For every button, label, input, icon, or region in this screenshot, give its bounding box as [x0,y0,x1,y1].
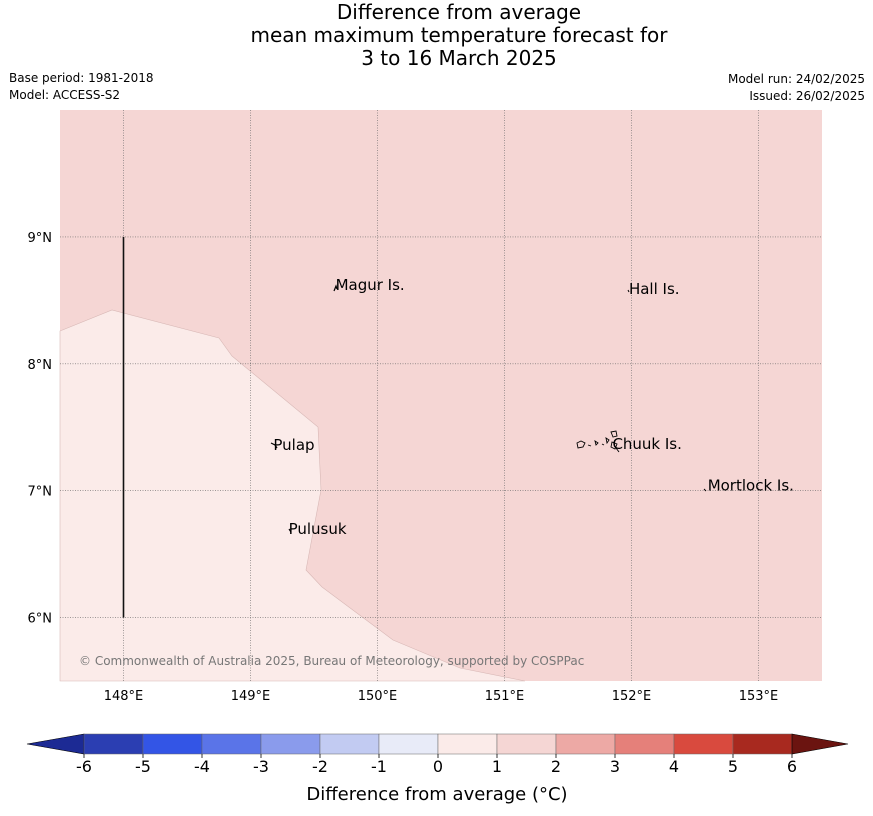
pulap-island [270,442,278,449]
place-label: Pulusuk [289,520,347,538]
colorbar-low-extend [26,733,85,755]
colorbar-bin [201,733,262,755]
place-label: Chuuk Is. [612,435,681,453]
mortlock-island [703,488,707,492]
colorbar-tick-label: -5 [135,757,151,776]
info-left: Base period: 1981-2018 Model: ACCESS-S2 [9,70,154,104]
place-label: Hall Is. [629,280,680,298]
chuuk-lagoon-islands [576,430,620,453]
colorbar-tick-label: 5 [728,757,738,776]
magur-island [333,284,338,292]
hall-island [627,289,630,293]
lat-tick-label: 9°N [28,231,53,246]
colorbar-tick-label: 6 [787,757,797,776]
anomaly-region-0-to-1 [59,309,526,682]
colorbar-tick-label: 1 [492,757,502,776]
lat-tick-label: 6°N [28,612,53,627]
colorbar-bin [260,733,321,755]
lon-tick-label: 151°E [485,689,525,704]
colorbar-label: Difference from average (°C) [306,784,567,805]
lon-tick-label: 148°E [104,689,144,704]
place-label: Pulap [273,436,314,454]
colorbar-tick-label: -4 [194,757,210,776]
copyright-notice: © Commonwealth of Australia 2025, Bureau… [79,654,584,668]
colorbar-bin [437,733,498,755]
lon-tick-label: 150°E [358,689,398,704]
colorbar: -6 -5 -4 -3 -2 -1 0 1 2 3 4 5 6 Difference from avera… [26,733,849,805]
colorbar-high-extend [791,733,849,755]
latitude-tick-labels: 9°N 8°N 7°N 6°N [28,231,53,627]
chart-title: Difference from average mean maximum tem… [0,0,873,70]
colorbar-tick-label: 3 [610,757,620,776]
lon-tick-label: 149°E [231,689,271,704]
colorbar-bin [673,733,734,755]
title-line-2: mean maximum temperature forecast for [250,23,668,47]
lat-tick-label: 7°N [28,485,53,500]
colorbar-tick-label: -6 [76,757,92,776]
colorbar-bin [614,733,675,755]
colorbar-tick-label: 0 [433,757,443,776]
info-right: Model run: 24/02/2025 Issued: 26/02/2025 [728,71,865,105]
colorbar-bin [555,733,616,755]
place-label: Magur Is. [336,276,405,294]
colorbar-bin [496,733,557,755]
island-outlines [270,284,707,533]
longitude-tick-labels: 148°E 149°E 150°E 151°E 152°E 153°E [104,689,779,704]
colorbar-tick-label: -2 [312,757,328,776]
colorbar-tick-label: -3 [253,757,269,776]
colorbar-bin [319,733,380,755]
colorbar-bin [83,733,144,755]
place-labels: Magur Is. Hall Is. Pulap Chuuk Is. Mortlock … [273,276,794,538]
colorbar-tick-label: -1 [371,757,387,776]
model-name: Model: ACCESS-S2 [9,88,121,102]
lat-tick-label: 8°N [28,358,53,373]
title-line-3: 3 to 16 March 2025 [361,46,557,70]
issued-date: Issued: 26/02/2025 [749,89,865,103]
colorbar-bin [142,733,203,755]
lon-tick-label: 153°E [739,689,779,704]
lon-tick-label: 152°E [612,689,652,704]
map-area: Magur Is. Hall Is. Pulap Chuuk Is. Mortlock … [59,110,822,682]
colorbar-bin [732,733,793,755]
pulusuk-island [288,528,292,533]
title-line-1: Difference from average [336,0,582,24]
base-period: Base period: 1981-2018 [9,71,154,85]
colorbar-bin [378,733,439,755]
colorbar-tick-label: 4 [669,757,679,776]
place-label: Mortlock Is. [708,477,794,495]
model-run: Model run: 24/02/2025 [727,72,865,86]
colorbar-tick-label: 2 [551,757,561,776]
